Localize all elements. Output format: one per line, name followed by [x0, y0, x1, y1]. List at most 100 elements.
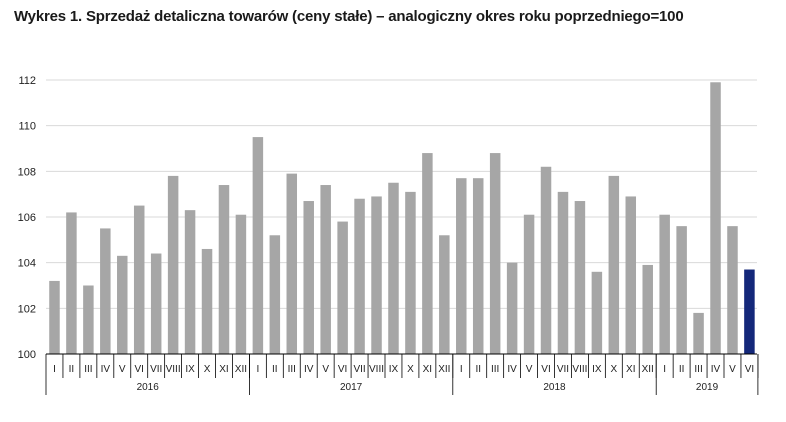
x-tick-label: X [407, 364, 414, 375]
x-tick-label: XII [438, 364, 450, 375]
bar [269, 235, 281, 354]
y-tick-label: 110 [18, 121, 36, 133]
bar [540, 166, 552, 354]
year-label: 2016 [137, 382, 160, 393]
bar [235, 214, 247, 354]
x-tick-label: XI [423, 364, 432, 375]
bar [83, 285, 94, 354]
bar [676, 226, 687, 354]
bar [354, 198, 365, 354]
bar [66, 212, 77, 354]
bar [167, 175, 179, 354]
gridlines [46, 79, 757, 309]
x-tick-label: V [729, 364, 736, 375]
bar [201, 248, 213, 354]
x-tick-label: VI [541, 364, 550, 375]
bar [252, 137, 264, 354]
bar [117, 255, 128, 354]
x-tick-label: IV [507, 364, 517, 375]
x-tick-label: II [272, 364, 278, 375]
bar [422, 153, 433, 354]
x-tick-label: I [663, 364, 666, 375]
bar [557, 191, 569, 354]
x-tick-label: IV [711, 364, 721, 375]
bar [727, 226, 738, 354]
x-tick-label: IX [185, 364, 195, 375]
bar-highlighted [744, 269, 755, 354]
bar [608, 175, 620, 354]
bar [642, 264, 653, 354]
y-tick-label: 104 [18, 258, 36, 270]
bar [49, 280, 60, 354]
x-tick-label: X [610, 364, 617, 375]
y-tick-label: 108 [18, 166, 36, 178]
bar [523, 214, 535, 354]
bar [710, 82, 721, 354]
bar [574, 201, 586, 354]
x-tick-label: VI [338, 364, 347, 375]
bar [150, 253, 162, 354]
x-tick-label: III [694, 364, 702, 375]
x-tick-label: VI [745, 364, 754, 375]
x-tick-label: III [84, 364, 92, 375]
bar [489, 153, 501, 354]
chart-title: Wykres 1. Sprzedaż detaliczna towarów (c… [14, 8, 684, 25]
x-tick-label: V [526, 364, 533, 375]
bar [133, 205, 145, 354]
y-tick-label: 112 [18, 75, 36, 87]
x-tick-label: IX [389, 364, 399, 375]
year-label: 2018 [543, 382, 566, 393]
x-tick-label: VII [150, 364, 162, 375]
bar [388, 182, 399, 354]
x-tick-label: XI [626, 364, 635, 375]
bar [337, 221, 348, 354]
bar [286, 173, 298, 354]
bar [506, 262, 518, 354]
year-label: 2019 [696, 382, 719, 393]
x-tick-label: I [460, 364, 463, 375]
x-tick-label: I [256, 364, 259, 375]
x-tick-label: II [475, 364, 481, 375]
x-tick-label: XI [219, 364, 228, 375]
x-tick-label: VIII [166, 364, 181, 375]
bar [472, 178, 484, 354]
x-tick-label: V [322, 364, 329, 375]
bar [405, 191, 416, 354]
x-tick-label: III [491, 364, 499, 375]
x-tick-label: VIII [572, 364, 587, 375]
x-tick-label: V [119, 364, 126, 375]
bar [320, 185, 331, 354]
x-tick-label: II [69, 364, 75, 375]
bar [591, 271, 603, 354]
x-tick-label: IX [592, 364, 602, 375]
bar [439, 235, 450, 354]
y-tick-label: 100 [18, 349, 36, 361]
x-tick-label: VI [134, 364, 143, 375]
x-tick-label: XII [235, 364, 247, 375]
x-tick-label: VII [353, 364, 365, 375]
bar [303, 201, 314, 354]
x-tick-label: XII [642, 364, 654, 375]
x-tick-label: VIII [369, 364, 384, 375]
y-tick-label: 102 [18, 303, 36, 315]
y-tick-label: 106 [18, 212, 36, 224]
bar [456, 178, 467, 354]
bars [49, 82, 755, 354]
bar [659, 214, 670, 354]
bar [693, 312, 704, 354]
bar [218, 185, 230, 354]
bar [184, 210, 196, 354]
x-tick-label: II [679, 364, 685, 375]
x-tick-label: IV [101, 364, 111, 375]
x-tick-label: I [53, 364, 56, 375]
x-tick-label: III [288, 364, 296, 375]
x-tick-label: IV [304, 364, 314, 375]
y-axis-tick-labels: 100 102 104 106 108 110 112 [18, 75, 36, 361]
x-tick-label: X [204, 364, 211, 375]
x-tick-label: VII [557, 364, 569, 375]
bar [371, 196, 382, 354]
year-label: 2017 [340, 382, 363, 393]
bar [625, 196, 637, 354]
